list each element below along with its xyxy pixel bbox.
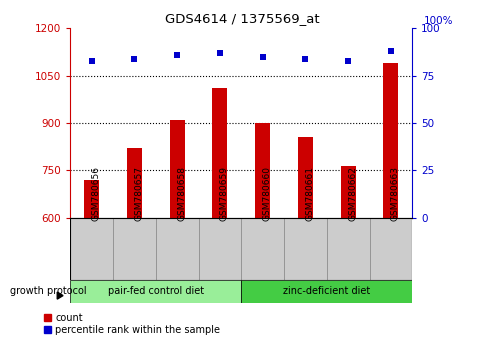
Bar bbox=[369, 218, 411, 280]
Bar bbox=[155, 218, 198, 280]
Text: 100%: 100% bbox=[423, 16, 452, 25]
Bar bbox=[127, 148, 142, 218]
Bar bbox=[241, 280, 411, 303]
Text: GSM780656: GSM780656 bbox=[91, 166, 101, 221]
Text: growth protocol: growth protocol bbox=[10, 286, 86, 296]
Text: GSM780657: GSM780657 bbox=[134, 166, 143, 221]
Bar bbox=[255, 123, 270, 218]
Bar bbox=[169, 120, 184, 218]
Bar bbox=[113, 218, 155, 280]
Text: GSM780660: GSM780660 bbox=[262, 166, 271, 221]
Bar bbox=[383, 63, 397, 218]
Bar bbox=[340, 166, 355, 218]
Bar bbox=[212, 88, 227, 218]
Bar bbox=[326, 218, 369, 280]
Text: GSM780659: GSM780659 bbox=[219, 166, 228, 221]
Text: GSM780658: GSM780658 bbox=[177, 166, 186, 221]
Polygon shape bbox=[57, 292, 63, 299]
Text: GDS4614 / 1375569_at: GDS4614 / 1375569_at bbox=[165, 12, 319, 25]
Text: GSM780662: GSM780662 bbox=[348, 166, 356, 221]
Bar bbox=[297, 137, 312, 218]
Text: GSM780663: GSM780663 bbox=[390, 166, 399, 221]
Bar bbox=[84, 180, 99, 218]
Bar bbox=[70, 280, 241, 303]
Bar bbox=[284, 218, 326, 280]
Bar bbox=[70, 218, 113, 280]
Bar bbox=[241, 218, 284, 280]
Bar bbox=[198, 218, 241, 280]
Text: zinc-deficient diet: zinc-deficient diet bbox=[283, 286, 370, 296]
Legend: count, percentile rank within the sample: count, percentile rank within the sample bbox=[44, 313, 220, 335]
Text: GSM780661: GSM780661 bbox=[305, 166, 314, 221]
Text: pair-fed control diet: pair-fed control diet bbox=[107, 286, 203, 296]
